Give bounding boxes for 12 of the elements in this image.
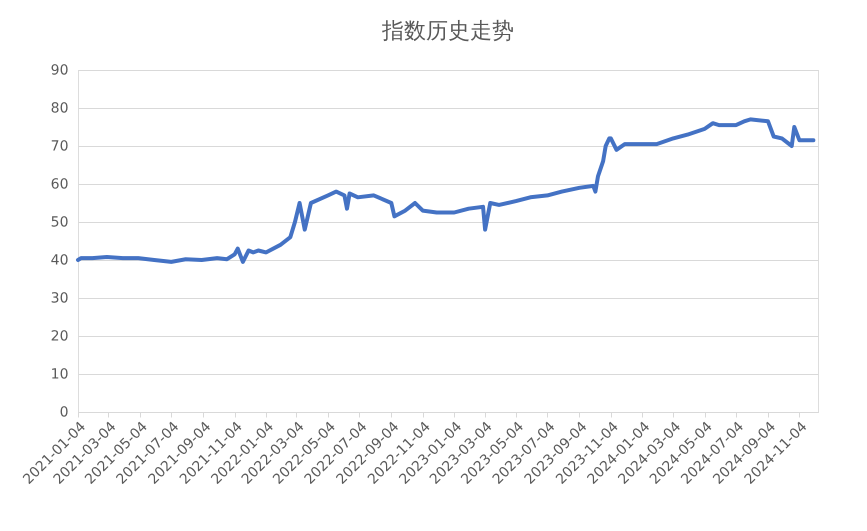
chart-title: 指数历史走势 [381, 19, 514, 44]
y-tick-label: 80 [50, 100, 68, 116]
y-tick-label: 10 [50, 366, 68, 382]
y-tick-label: 50 [50, 214, 68, 230]
y-tick-label: 70 [50, 138, 68, 154]
y-tick-label: 30 [50, 290, 68, 306]
y-tick-label: 60 [50, 176, 68, 192]
y-tick-label: 0 [60, 404, 68, 420]
y-tick-label: 20 [50, 328, 68, 344]
line-series [76, 117, 816, 264]
y-tick-label: 40 [50, 252, 68, 268]
y-tick-label: 90 [50, 62, 68, 78]
